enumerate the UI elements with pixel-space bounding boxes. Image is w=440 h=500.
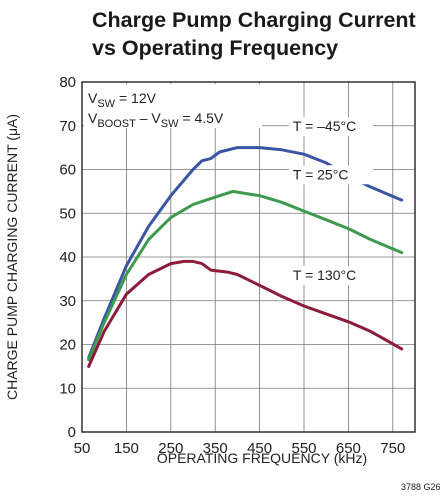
y-tick-label: 60	[59, 162, 76, 179]
series-label-1: T = 25°C	[293, 166, 349, 182]
y-tick-label: 70	[59, 118, 76, 135]
series-label-backdrop-2	[288, 265, 373, 285]
condition-line-2: VBOOST – VSW = 4.5V	[88, 110, 224, 130]
x-tick-label: 450	[247, 440, 272, 457]
condition-line-1: VSW = 12V	[88, 90, 157, 110]
y-axis-label: CHARGE PUMP CHARGING CURRENT (μA)	[4, 114, 20, 400]
series-label-0: T = –45°C	[293, 118, 356, 134]
chart-title: Charge Pump Charging Current vs Operatin…	[92, 6, 432, 62]
chart-title-line-1: Charge Pump Charging Current	[92, 8, 416, 32]
plot-frame	[81, 81, 416, 433]
x-tick-label: 250	[158, 440, 183, 457]
series-labels: T = –45°C T = 25°C T = 130°C	[288, 117, 373, 285]
y-tick-label: 50	[59, 205, 76, 222]
series-label-backdrop-0	[288, 117, 373, 137]
x-axis-label: OPERATING FREQUENCY (kHz)	[157, 450, 367, 466]
x-tick-label: 650	[336, 440, 361, 457]
grid	[82, 82, 415, 432]
x-tick-label: 750	[380, 440, 405, 457]
x-tick-label: 350	[203, 440, 228, 457]
chart-title-line-2: vs Operating Frequency	[92, 36, 339, 60]
x-tick-label: 550	[291, 440, 316, 457]
figure-code: 3788 G26	[401, 482, 440, 492]
y-tick-labels: 0 10 20 30 40 50 60 70 80	[59, 74, 76, 441]
x-tick-label: 50	[74, 440, 91, 457]
y-tick-label: 0	[68, 424, 76, 441]
x-tick-label: 150	[114, 440, 139, 457]
y-tick-label: 20	[59, 337, 76, 354]
series-label-backdrop-1	[288, 165, 373, 185]
y-tick-label: 80	[59, 74, 76, 91]
condition-text: VSW = 12V VBOOST – VSW = 4.5V	[84, 84, 262, 130]
series-line-1	[87, 189, 404, 362]
y-tick-label: 30	[59, 293, 76, 310]
y-tick-label: 10	[59, 380, 76, 397]
condition-text-backdrop	[84, 84, 262, 128]
y-tick-label: 40	[59, 249, 76, 266]
series-label-2: T = 130°C	[293, 267, 356, 283]
x-tick-labels: 50 150 250 350 450 550 650 750	[74, 440, 406, 457]
series-line-2	[87, 259, 404, 368]
